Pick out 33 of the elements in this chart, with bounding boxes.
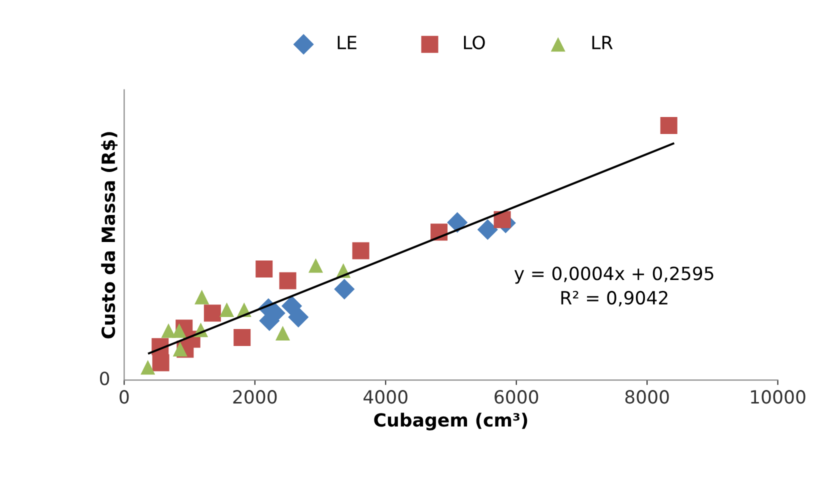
point [447, 212, 468, 233]
x-tick-label: 0 [120, 390, 129, 404]
legend-label: LR [592, 36, 613, 50]
point [152, 354, 170, 372]
point [140, 360, 156, 375]
x-tick-label: 2000 [233, 390, 277, 404]
point [494, 211, 511, 228]
x-tick-label: 10000 [751, 390, 806, 404]
point [660, 116, 678, 134]
legend-label: LO [464, 36, 485, 50]
point [256, 260, 273, 278]
point [477, 219, 498, 240]
point [220, 302, 234, 318]
point [275, 326, 290, 340]
x-tick-label: 4000 [364, 390, 408, 404]
point [204, 304, 221, 322]
point [194, 290, 210, 304]
annotation: y = 0,0004x + 0,2595 R² = 0,9042 [514, 266, 714, 306]
point [234, 329, 251, 346]
point [352, 242, 370, 260]
point [308, 258, 324, 273]
point [288, 306, 309, 328]
point [161, 323, 176, 338]
point [172, 342, 188, 356]
x-tick-label: 8000 [625, 390, 669, 404]
point [279, 272, 296, 290]
x-tick-label: 6000 [494, 390, 538, 404]
point [334, 278, 355, 300]
x-axis-title: Cubagem (cm³) [374, 412, 528, 430]
text: 0 [100, 372, 110, 386]
y-axis-title: Custo da Massa (R$) [101, 132, 118, 338]
legend-label: LE [338, 36, 356, 50]
point [172, 323, 186, 338]
